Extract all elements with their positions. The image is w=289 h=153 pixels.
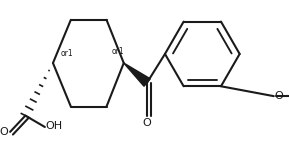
Text: or1: or1	[61, 49, 73, 58]
Text: O: O	[143, 118, 151, 128]
Text: or1: or1	[112, 47, 124, 56]
Text: O: O	[0, 127, 8, 137]
Text: OH: OH	[46, 121, 63, 131]
Text: O: O	[275, 91, 284, 101]
Polygon shape	[124, 63, 150, 86]
